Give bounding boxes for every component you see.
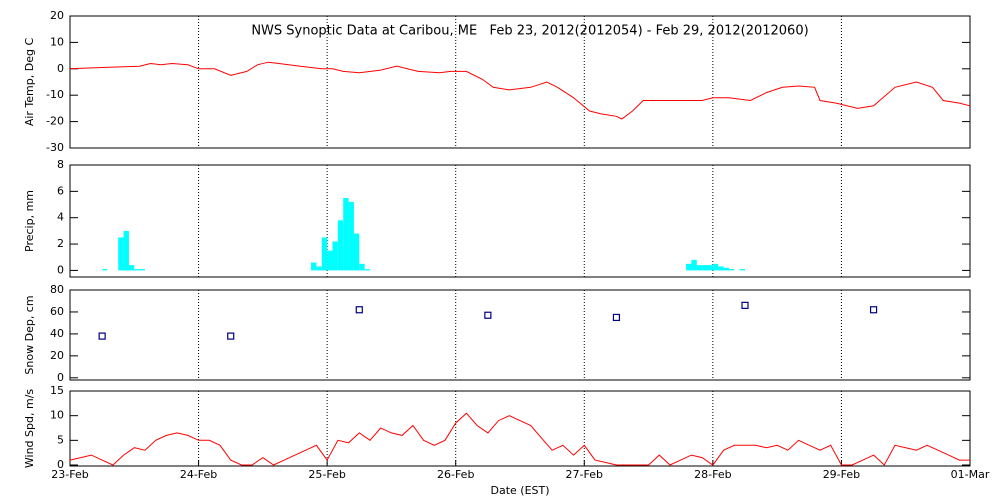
y-tick-label: -10 [46,88,64,101]
y-tick-label: 0 [57,458,64,471]
bar [134,269,140,271]
bar [353,233,360,271]
point [227,332,235,340]
x-tick-label: 01-Mar [951,468,990,481]
x-tick-label: 24-Feb [180,468,217,481]
bar [118,237,124,271]
bar [696,265,703,271]
bar [343,197,349,271]
plot-frame [69,15,971,149]
y-tick-label: 10 [50,409,64,422]
bar [123,230,129,271]
bar [739,269,745,271]
plot-frame [69,390,971,467]
y-tick-label: 20 [50,9,64,22]
data-line [69,61,971,120]
y-tick-label: 40 [50,327,64,340]
bar [364,269,370,271]
bar [723,267,729,271]
point [869,306,878,314]
x-tick-label: 29-Feb [823,468,860,481]
x-tick-label: 28-Feb [694,468,731,481]
bar [337,220,344,271]
y-tick-label: -20 [46,115,64,128]
y-tick-label: 5 [57,433,64,446]
data-line [69,412,970,466]
y-tick-label: 80 [50,283,64,296]
plot-frame [69,164,971,278]
x-tick-label: 25-Feb [308,468,345,481]
bar [359,263,365,271]
bar [691,259,697,271]
y-tick-label: 0 [57,62,64,75]
bar [321,237,328,271]
y-tick-label: 15 [50,384,64,397]
bar [327,250,333,271]
point [98,332,106,340]
x-tick-label: 23-Feb [51,468,88,481]
bar [139,269,145,271]
bar [707,265,713,271]
x-tick-label: 27-Feb [566,468,603,481]
y-axis-label: Wind Spd, m/s [23,389,36,469]
y-tick-label: 6 [57,184,64,197]
bar [712,263,719,271]
bar [728,269,735,271]
y-tick-label: 8 [57,158,64,171]
bar [686,263,692,271]
bar [128,265,135,271]
bar [718,266,724,271]
point [484,311,492,319]
bar [311,262,317,271]
bar [332,241,338,271]
x-axis-label: Date (EST) [490,484,549,497]
point [741,301,749,309]
plot-frame [69,289,971,381]
y-axis-label: Snow Dep, cm [23,295,36,374]
bar [102,269,108,271]
y-tick-label: 60 [50,305,64,318]
point [355,306,363,314]
y-axis-label: Precip, mm [23,190,36,252]
bar [316,266,322,271]
y-axis-label: Air Temp, Deg C [23,38,36,127]
y-tick-label: 0 [57,371,64,384]
chart-title: NWS Synoptic Data at Caribou, ME Feb 23,… [251,24,808,39]
y-tick-label: 0 [57,263,64,276]
bar [348,201,354,271]
x-tick-label: 26-Feb [437,468,474,481]
bar [702,265,708,271]
y-tick-label: -30 [46,141,64,154]
y-tick-label: 20 [50,349,64,362]
y-tick-label: 10 [50,35,64,48]
y-tick-label: 4 [57,211,64,224]
y-tick-label: 2 [57,237,64,250]
point [612,313,621,322]
